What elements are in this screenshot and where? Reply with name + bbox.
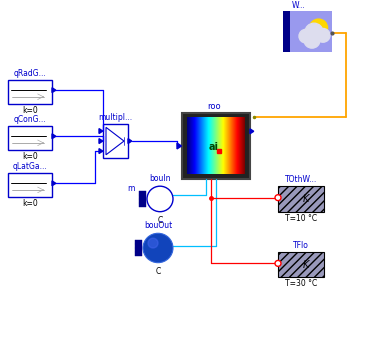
Text: W...: W...	[292, 1, 306, 10]
Text: qConG...: qConG...	[14, 116, 46, 124]
Circle shape	[299, 29, 313, 43]
Text: bouIn: bouIn	[149, 174, 171, 183]
Bar	[8, 173, 52, 197]
Circle shape	[316, 29, 330, 42]
Bar	[103, 124, 128, 158]
Bar	[8, 126, 52, 150]
Polygon shape	[52, 181, 56, 186]
Bar	[290, 10, 332, 52]
Bar	[182, 113, 250, 179]
Bar	[8, 80, 52, 104]
Text: T=30 °C: T=30 °C	[285, 279, 317, 288]
Text: C: C	[155, 267, 161, 276]
Bar	[139, 191, 146, 195]
Bar	[283, 10, 290, 52]
Text: ai: ai	[209, 142, 219, 152]
Text: m: m	[128, 184, 135, 193]
Bar	[135, 248, 142, 252]
Polygon shape	[99, 139, 103, 143]
Text: bouOut: bouOut	[144, 221, 172, 230]
Text: qRadG...: qRadG...	[14, 69, 46, 78]
Circle shape	[143, 233, 173, 263]
Polygon shape	[99, 149, 103, 154]
Text: C: C	[157, 216, 163, 225]
Polygon shape	[52, 134, 56, 139]
Text: k=0: k=0	[22, 199, 38, 208]
Circle shape	[275, 195, 281, 201]
Bar	[278, 252, 324, 277]
Bar	[217, 149, 221, 153]
Text: qLatGa...: qLatGa...	[12, 163, 47, 171]
Bar	[139, 199, 146, 203]
Polygon shape	[52, 88, 56, 92]
Text: multipl...: multipl...	[98, 113, 132, 122]
Text: K: K	[302, 260, 309, 270]
Text: k=0: k=0	[22, 152, 38, 161]
Circle shape	[147, 186, 173, 212]
Bar	[135, 244, 142, 248]
Polygon shape	[250, 129, 254, 134]
Circle shape	[305, 23, 323, 41]
Polygon shape	[128, 139, 132, 143]
Text: roo: roo	[207, 102, 221, 111]
Text: TOthW...: TOthW...	[285, 175, 317, 184]
Circle shape	[309, 19, 328, 37]
Text: K: K	[302, 194, 309, 204]
Circle shape	[304, 32, 320, 48]
Bar	[139, 195, 146, 199]
Text: T=10 °C: T=10 °C	[285, 214, 317, 223]
Bar	[139, 203, 146, 207]
Circle shape	[275, 260, 281, 266]
Bar	[278, 186, 324, 212]
Bar	[135, 252, 142, 256]
Polygon shape	[99, 129, 103, 134]
Polygon shape	[177, 143, 182, 149]
Bar	[135, 240, 142, 244]
Circle shape	[148, 238, 158, 248]
Text: TFlo: TFlo	[293, 241, 309, 250]
Text: k=0: k=0	[22, 106, 38, 115]
